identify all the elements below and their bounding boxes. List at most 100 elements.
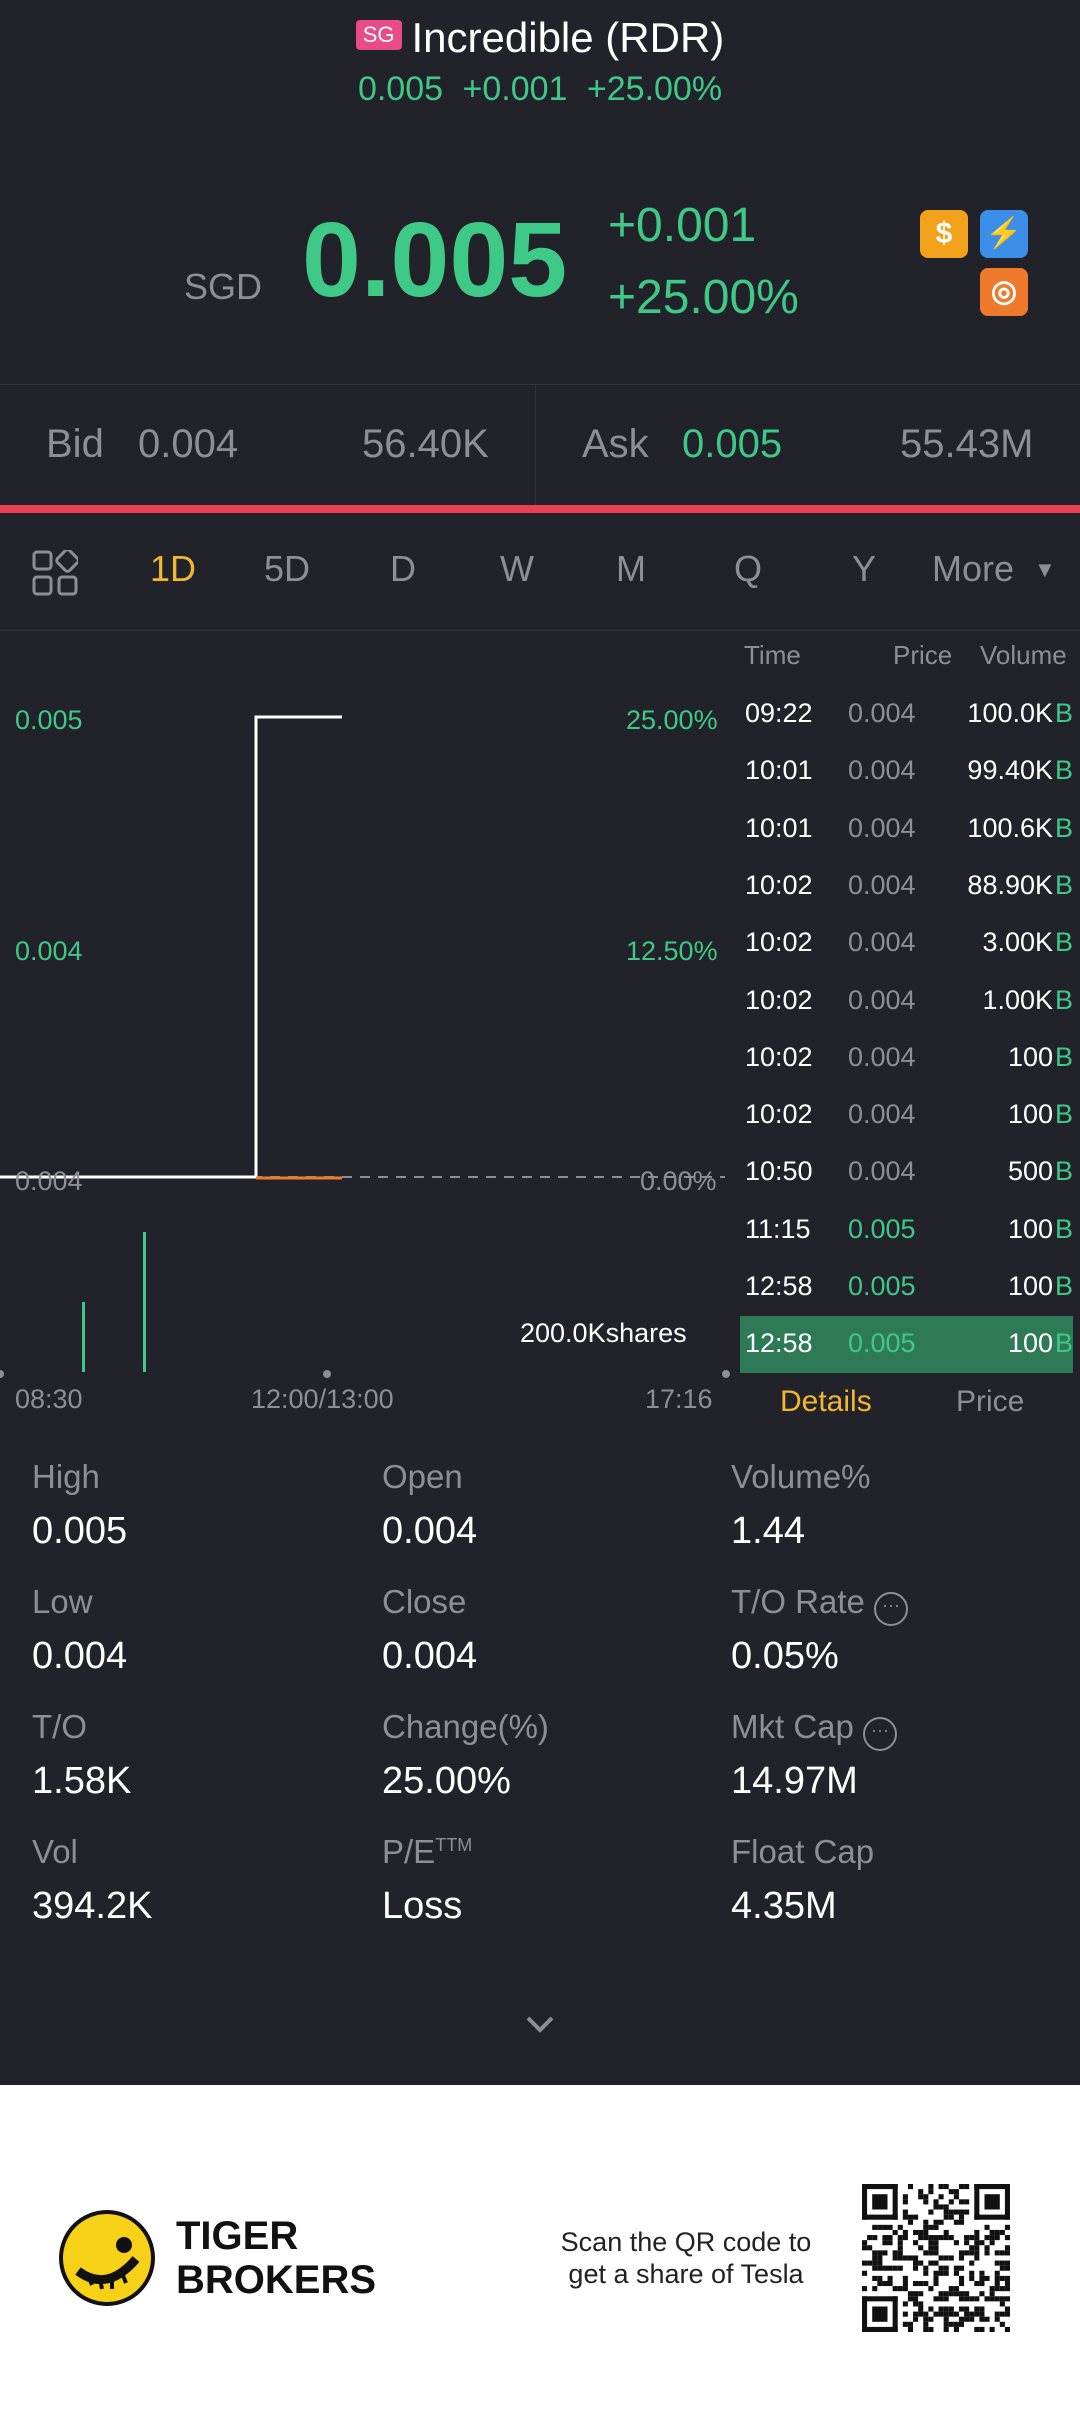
qr-module bbox=[907, 2321, 914, 2327]
qr-module bbox=[913, 2301, 919, 2307]
trade-volume: 100 bbox=[1007, 1328, 1053, 1359]
qr-module bbox=[933, 2235, 939, 2241]
price-change: +0.001 bbox=[608, 199, 757, 252]
tab-y[interactable]: Y bbox=[852, 548, 877, 589]
qr-module bbox=[913, 2291, 919, 2297]
qr-module bbox=[1004, 2296, 1010, 2302]
stat-vol-label: Vol bbox=[32, 1833, 78, 1870]
market-badge: SG bbox=[355, 20, 402, 50]
qr-module bbox=[969, 2235, 975, 2241]
tab-details[interactable]: Details bbox=[780, 1385, 872, 1418]
qr-module bbox=[872, 2224, 878, 2230]
qr-module bbox=[989, 2296, 995, 2302]
qr-module bbox=[1004, 2286, 1010, 2292]
qr-finder bbox=[974, 2184, 1010, 2190]
sub-price: 0.005 bbox=[357, 70, 444, 108]
qr-module bbox=[964, 2291, 970, 2297]
qr-module bbox=[928, 2224, 934, 2230]
qr-module bbox=[999, 2286, 1005, 2292]
expand-chevron-icon[interactable] bbox=[520, 2010, 560, 2040]
qr-module bbox=[907, 2255, 914, 2261]
qr-module bbox=[892, 2255, 898, 2261]
qr-module bbox=[862, 2286, 868, 2292]
qr-finder bbox=[872, 2306, 888, 2322]
dollar-icon[interactable]: $ bbox=[920, 210, 968, 258]
qr-module bbox=[933, 2240, 939, 2246]
trade-time: 10:02 bbox=[745, 869, 813, 900]
stat-pe-label: P/ETTM bbox=[382, 1833, 472, 1871]
trade-row: 12:58 0.005 100 B bbox=[740, 1259, 1073, 1316]
qr-module bbox=[913, 2260, 919, 2266]
qr-module bbox=[867, 2235, 873, 2241]
qr-module bbox=[907, 2219, 914, 2225]
qr-module bbox=[943, 2321, 949, 2327]
qr-module bbox=[938, 2296, 944, 2302]
grid-layout-icon[interactable] bbox=[32, 548, 80, 596]
qr-finder bbox=[892, 2296, 898, 2332]
qr-module bbox=[943, 2204, 949, 2210]
qr-module bbox=[969, 2296, 975, 2302]
qr-module bbox=[923, 2194, 929, 2200]
qr-module bbox=[958, 2265, 965, 2271]
trade-time: 09:22 bbox=[745, 698, 813, 728]
trade-row: 10:01 0.004 100.6K B bbox=[740, 801, 1073, 858]
stat-high-value: 0.005 bbox=[32, 1510, 128, 1552]
mktcap-text: Mkt Cap bbox=[731, 1708, 854, 1745]
qr-module bbox=[1004, 2245, 1010, 2251]
trade-price: 0.004 bbox=[848, 698, 916, 728]
ask-price: 0.005 bbox=[682, 422, 783, 466]
qr-module bbox=[902, 2209, 908, 2215]
qr-module bbox=[958, 2291, 965, 2297]
qr-module bbox=[918, 2229, 924, 2236]
qr-module bbox=[943, 2326, 949, 2332]
trade-side: B bbox=[1054, 1213, 1073, 1244]
tab-more[interactable]: More ▼ bbox=[932, 548, 1056, 590]
tab-price[interactable]: Price bbox=[956, 1385, 1025, 1418]
qr-module bbox=[923, 2321, 929, 2327]
qr-module bbox=[902, 2255, 908, 2261]
qr-module bbox=[999, 2321, 1005, 2327]
trade-row: 10:02 0.004 100 B bbox=[740, 1030, 1073, 1087]
qr-module bbox=[984, 2235, 990, 2241]
tab-d[interactable]: D bbox=[390, 548, 416, 589]
tab-q[interactable]: Q bbox=[734, 548, 763, 589]
qr-module bbox=[938, 2311, 944, 2317]
qr-module bbox=[907, 2296, 914, 2302]
intraday-chart[interactable] bbox=[0, 632, 740, 1392]
qr-code-icon[interactable] bbox=[862, 2184, 1010, 2332]
qr-module bbox=[938, 2306, 944, 2312]
qr-module bbox=[964, 2311, 970, 2317]
qr-module bbox=[928, 2189, 934, 2195]
qr-module bbox=[948, 2189, 954, 2195]
tab-5d[interactable]: 5D bbox=[264, 548, 311, 589]
more-info-icon[interactable]: ··· bbox=[874, 1592, 909, 1626]
qr-module bbox=[943, 2235, 949, 2241]
qr-module bbox=[933, 2275, 939, 2281]
qr-module bbox=[938, 2265, 944, 2271]
qr-module bbox=[974, 2280, 980, 2287]
qr-module bbox=[897, 2240, 903, 2246]
brand-name: TIGER BROKERS bbox=[176, 2214, 376, 2302]
qr-finder bbox=[862, 2184, 898, 2190]
stat-open-label: Open bbox=[382, 1458, 463, 1495]
stock-name: Incredible (RDR) bbox=[411, 14, 725, 61]
qr-module bbox=[958, 2280, 965, 2287]
trade-side: B bbox=[1054, 1271, 1073, 1301]
more-info-icon[interactable]: ··· bbox=[863, 1717, 898, 1751]
qr-module bbox=[933, 2204, 939, 2210]
qr-module bbox=[877, 2275, 883, 2281]
volume-bar bbox=[143, 1232, 146, 1372]
qr-module bbox=[994, 2316, 1000, 2322]
trade-volume: 1.00K bbox=[982, 984, 1053, 1015]
flash-icon[interactable]: ⚡ bbox=[980, 210, 1028, 258]
tab-1d[interactable]: 1D bbox=[150, 548, 197, 589]
qr-module bbox=[877, 2280, 883, 2287]
trade-side: B bbox=[1054, 927, 1073, 958]
qr-module bbox=[958, 2316, 965, 2322]
logo-icon[interactable]: ◎ bbox=[980, 268, 1028, 316]
qr-module bbox=[872, 2235, 878, 2241]
tab-w[interactable]: W bbox=[500, 548, 534, 589]
qr-module bbox=[882, 2250, 888, 2256]
qr-module bbox=[872, 2286, 878, 2292]
tab-m[interactable]: M bbox=[616, 548, 646, 589]
